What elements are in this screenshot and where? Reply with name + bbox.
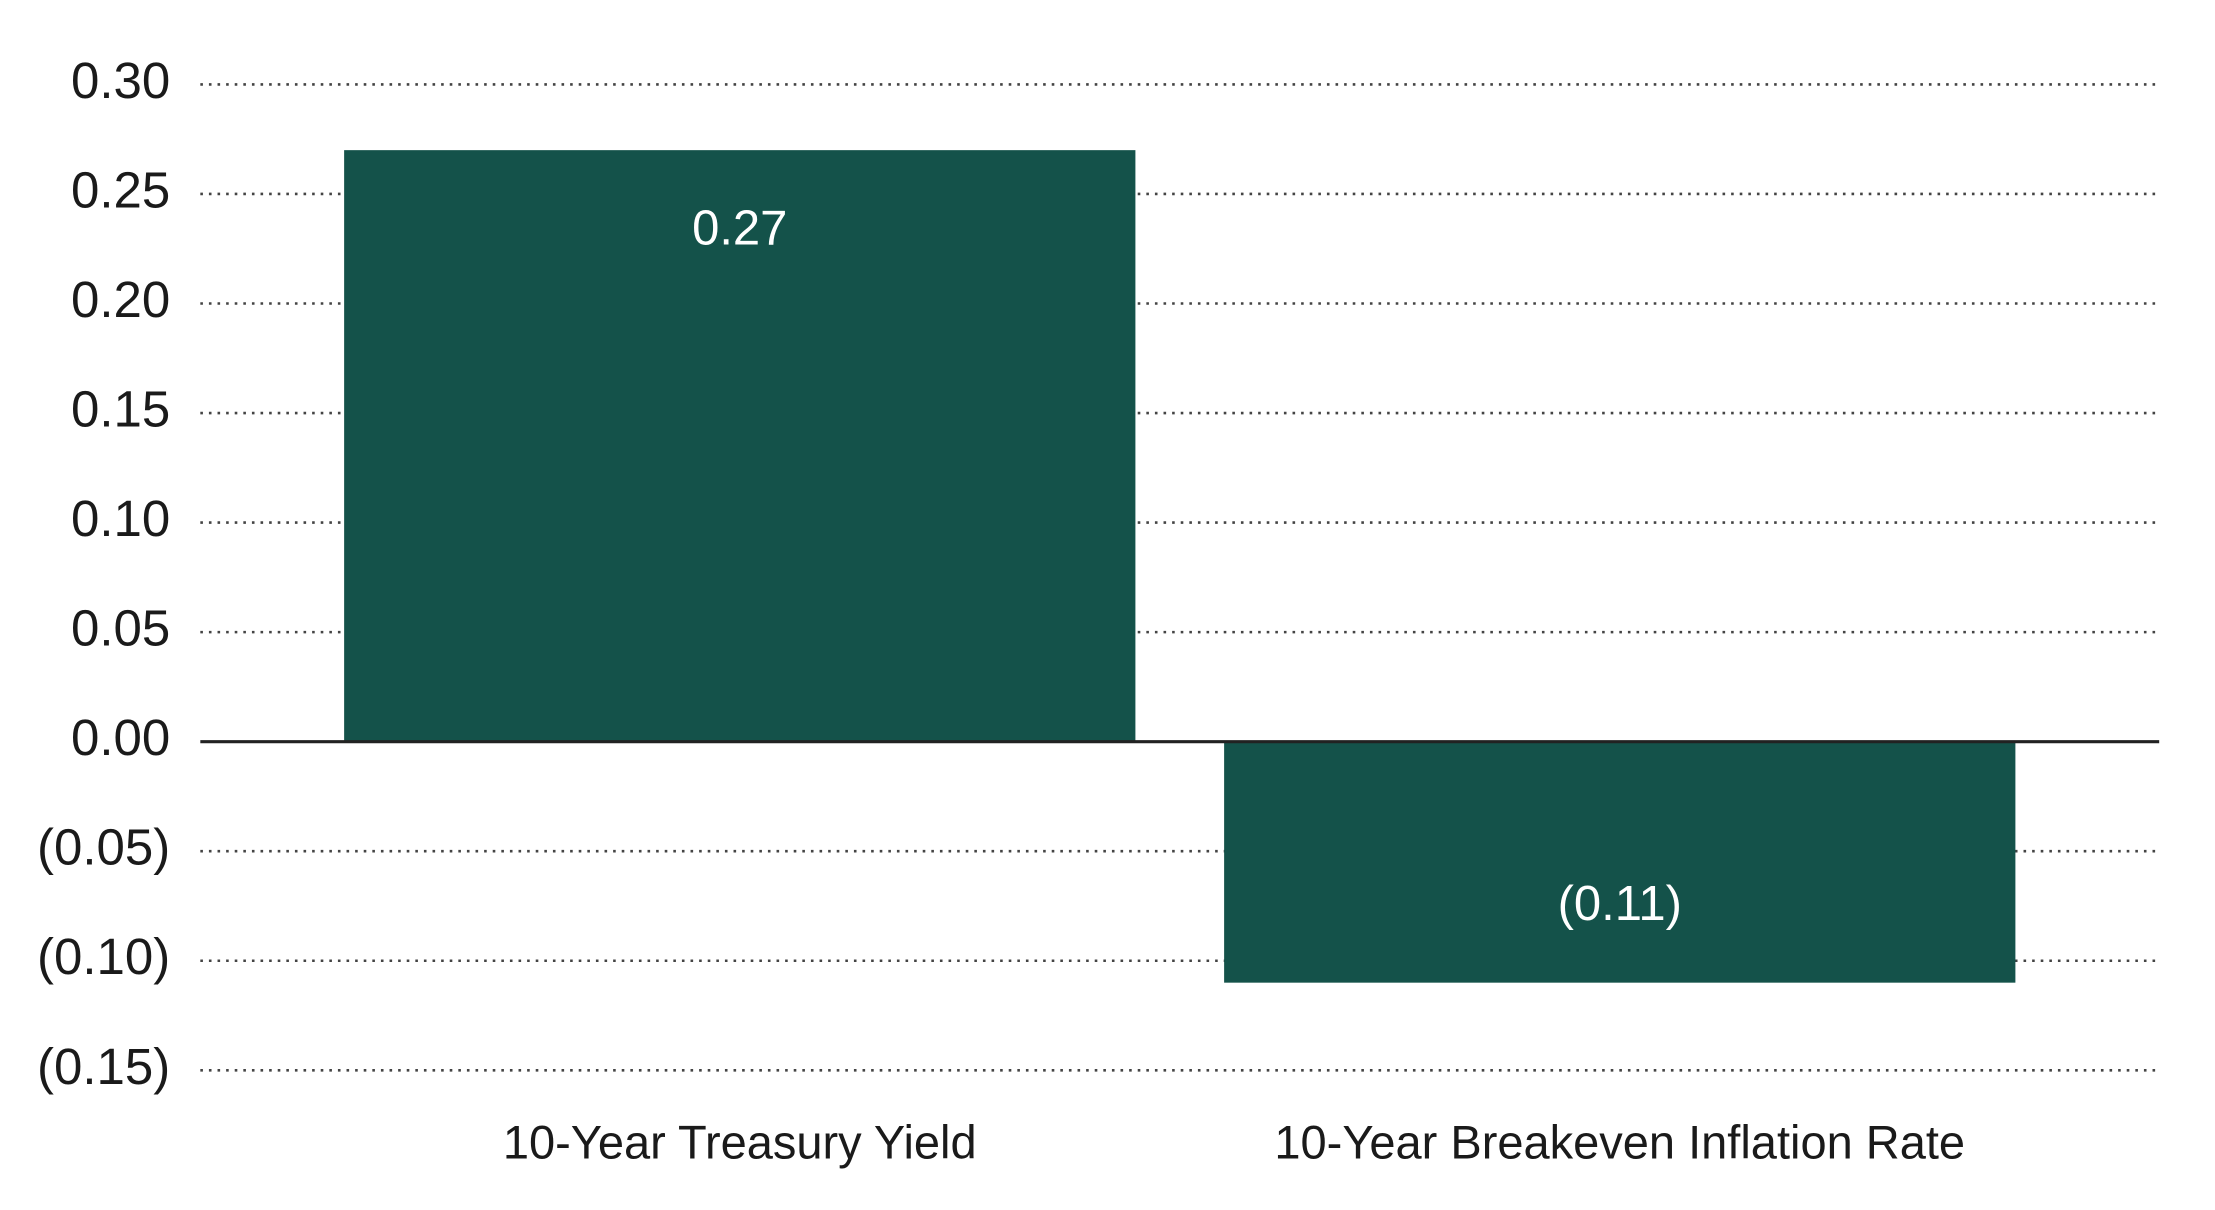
bar-value-label: 0.27: [692, 202, 787, 256]
bar-value-label: (0.11): [1558, 877, 1682, 931]
y-tick-label: 0.15: [71, 381, 170, 438]
y-tick-label: 0.10: [71, 490, 170, 547]
x-axis-labels: 10-Year Treasury Yield 10-Year Breakeven …: [503, 1116, 1965, 1169]
y-tick-label: (0.05): [37, 819, 170, 876]
y-tick-label: (0.15): [37, 1038, 170, 1095]
x-category-label: 10-Year Breakeven Inflation Rate: [1274, 1116, 1965, 1169]
bar: [1224, 741, 2016, 983]
y-tick-label: 0.20: [71, 271, 170, 328]
bars: [344, 150, 2016, 983]
y-tick-label: (0.10): [37, 928, 170, 985]
y-axis-ticks: 0.30 0.25 0.20 0.15 0.10 0.05 0.00 (0.05) (0.10)…: [37, 52, 170, 1095]
x-category-label: 10-Year Treasury Yield: [503, 1116, 977, 1169]
y-tick-label: 0.05: [71, 600, 170, 657]
bar-labels: 0.27 (0.11): [692, 202, 1682, 931]
y-tick-label: 0.25: [71, 161, 170, 218]
bar: [344, 150, 1136, 742]
y-tick-label: 0.30: [71, 52, 170, 109]
y-tick-label: 0.00: [71, 709, 170, 766]
